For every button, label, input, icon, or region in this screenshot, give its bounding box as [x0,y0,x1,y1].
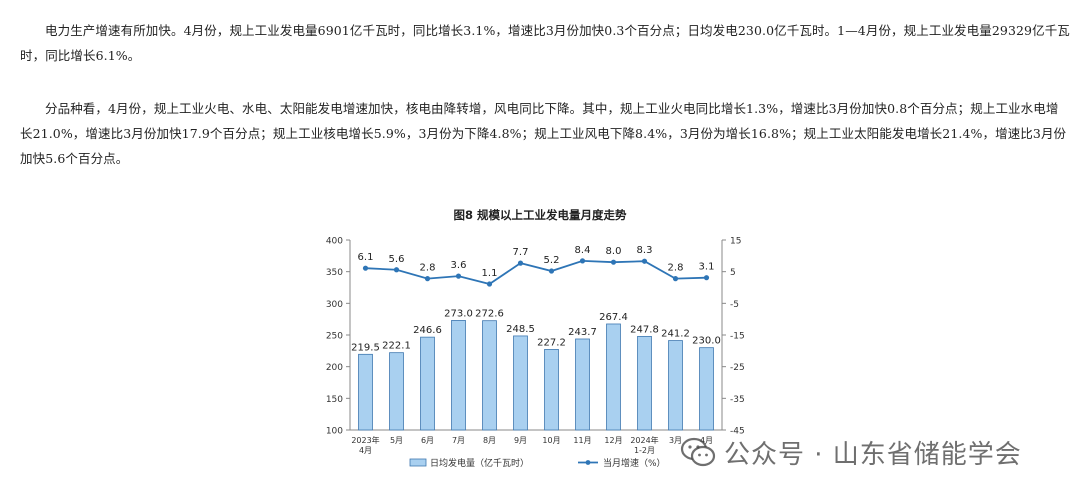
x-axis-tick-label: 8月 [483,436,496,445]
growth-value-label: 7.7 [513,247,529,258]
legend-bar-label: 日均发电量（亿千瓦时） [430,457,529,469]
chart-title: 图8 规模以上工业发电量月度走势 [453,208,627,222]
x-axis-tick-label: 12月 [604,436,622,445]
left-axis-tick-label: 100 [326,427,343,437]
right-axis-tick-label: -35 [730,395,745,405]
growth-value-label: 6.1 [358,252,374,263]
growth-point [672,276,679,282]
bar [668,340,683,431]
right-axis-tick-label: -15 [730,332,745,342]
left-axis-tick-label: 400 [326,237,343,247]
bar-value-label: 273.0 [444,308,473,319]
growth-value-label: 1.1 [482,268,498,279]
left-axis-tick-label: 300 [326,300,343,310]
watermark-text: 公众号 · 山东省储能学会 [724,439,1022,470]
x-axis-tick-label: 1-2月 [634,446,655,455]
x-axis-tick-label: 4月 [359,446,372,455]
growth-value-label: 8.4 [575,245,591,256]
growth-point [393,267,400,273]
bar [637,335,652,431]
x-axis-tick-label: 3月 [669,436,682,445]
bar-value-label: 222.1 [382,341,411,352]
bar [699,347,714,431]
growth-value-label: 2.8 [668,263,684,274]
growth-point [424,276,431,282]
x-axis-tick-label: 11月 [573,436,591,445]
bar-value-label: 243.7 [568,327,597,338]
bar-value-label: 247.8 [630,324,659,335]
right-axis-tick-label: 15 [730,237,741,247]
growth-point [548,268,555,274]
bar [358,353,373,431]
right-axis-tick-label: -5 [730,300,739,310]
growth-point [486,281,493,287]
growth-point [641,258,648,264]
x-axis-tick-label: 5月 [390,436,403,445]
bar [451,320,466,431]
bar-value-label: 246.6 [413,325,442,336]
bar-value-label: 219.5 [351,342,380,353]
growth-value-label: 5.6 [389,254,405,265]
x-axis-tick-label: 4月 [700,436,713,445]
bar-value-label: 248.5 [506,324,535,335]
x-axis-tick-label: 9月 [514,436,527,445]
bar [513,335,528,431]
bar-value-label: 227.2 [537,337,566,348]
bar-value-label: 241.2 [661,329,690,340]
right-axis-tick-label: -25 [730,363,745,373]
growth-point [517,260,524,266]
legend-line-label: 当月增速（%） [603,457,666,469]
growth-value-label: 3.6 [451,260,467,271]
growth-value-label: 8.0 [606,246,622,257]
bar [575,338,590,431]
bar [389,352,404,431]
x-axis-tick-label: 7月 [452,436,465,445]
bar [544,349,559,431]
legend-bar-swatch [409,458,427,467]
paragraph-power-growth: 电力生产增速有所加快。4月份，规上工业发电量6901亿千瓦时，同比增长3.1%，… [20,23,1070,63]
x-axis-tick-label: 10月 [542,436,560,445]
watermark: 公众号 · 山东省储能学会 [680,432,1022,472]
left-axis-tick-label: 200 [326,363,343,373]
bar [482,320,497,431]
paragraph-by-type: 分品种看，4月份，规上工业火电、水电、太阳能发电增速加快，核电由降转增，风电同比… [20,101,1067,166]
bar-value-label: 272.6 [475,309,504,320]
growth-value-label: 8.3 [637,245,653,256]
growth-line [365,259,707,285]
growth-point [703,275,710,281]
right-axis-tick-label: 5 [730,268,736,278]
x-axis-tick-label: 2023年 [351,435,379,445]
left-axis-tick-label: 250 [326,332,343,342]
legend-line-marker [585,460,591,465]
growth-value-label: 2.8 [420,263,436,274]
bar-value-label: 230.0 [692,336,721,347]
bar [420,336,435,431]
growth-point [455,273,462,279]
bar [606,323,621,431]
wechat-icon [680,437,716,467]
bar-value-label: 267.4 [599,312,628,323]
x-axis-tick-label: 6月 [421,436,434,445]
right-axis-tick-label: -45 [730,427,745,437]
growth-value-label: 5.2 [544,255,560,266]
growth-point [579,258,586,264]
left-axis-tick-label: 150 [326,395,343,405]
growth-point [362,265,369,271]
left-axis-tick-label: 350 [326,268,343,278]
growth-point [610,259,617,265]
x-axis-tick-label: 2024年 [630,435,658,445]
growth-value-label: 3.1 [699,262,715,273]
